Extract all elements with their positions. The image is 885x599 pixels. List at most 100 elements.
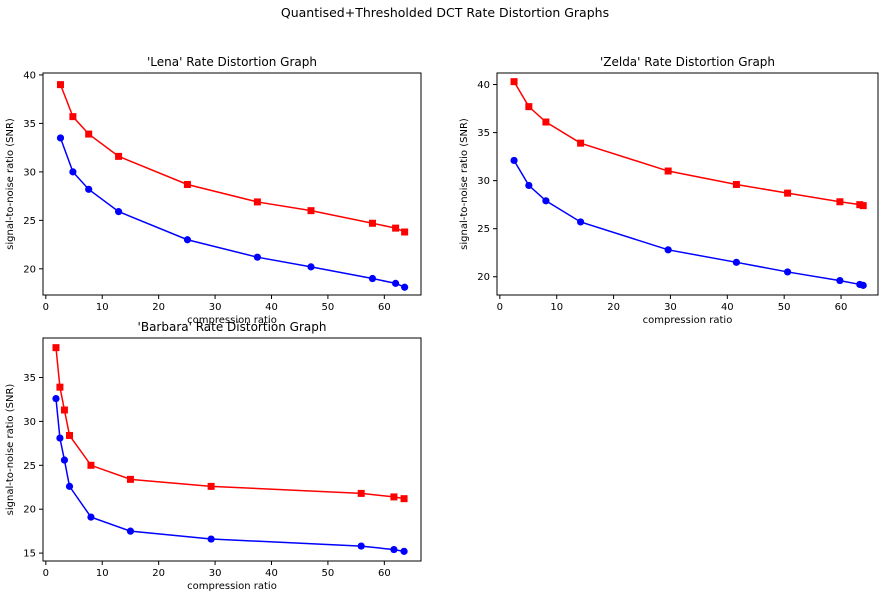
- x-tick-label: 40: [721, 302, 734, 313]
- data-point-square: [401, 228, 409, 236]
- data-point-square: [207, 482, 215, 490]
- data-point-circle: [664, 246, 672, 254]
- data-point-circle: [69, 168, 77, 176]
- y-tick-label: 30: [23, 167, 36, 178]
- data-point-square: [664, 167, 672, 175]
- data-point-square: [115, 152, 123, 160]
- subplot-title: 'Lena' Rate Distortion Graph: [147, 55, 317, 69]
- y-tick-label: 30: [23, 417, 36, 428]
- y-tick-label: 40: [477, 80, 490, 91]
- subplot-1: 'Zelda' Rate Distortion Graph 0 10 20 30 40 50…: [459, 55, 879, 326]
- x-tick-label: 50: [322, 568, 335, 579]
- data-point-circle: [390, 545, 398, 554]
- y-tick-label: 25: [23, 216, 36, 227]
- data-point-circle: [87, 513, 95, 521]
- data-point-circle: [392, 279, 400, 287]
- x-axis-label: compression ratio: [187, 581, 277, 592]
- subplots-group: 'Lena' Rate Distortion Graph 0 10 20 30 40 50 6…: [5, 55, 879, 592]
- data-point-circle: [400, 547, 408, 555]
- data-point-square: [510, 78, 518, 86]
- data-point-square: [357, 489, 365, 497]
- subplot-title: 'Zelda' Rate Distortion Graph: [600, 55, 775, 69]
- data-point-circle: [368, 274, 377, 283]
- data-point-circle: [510, 156, 518, 165]
- data-point-square: [392, 224, 400, 232]
- data-point-square: [368, 219, 376, 227]
- x-tick-label: 10: [550, 302, 563, 313]
- data-point-circle: [307, 263, 315, 271]
- y-tick-label: 25: [23, 461, 36, 472]
- x-tick-label: 30: [209, 568, 222, 579]
- data-point-circle: [52, 394, 60, 403]
- data-point-square: [56, 383, 64, 391]
- x-tick-label: 20: [152, 568, 165, 579]
- x-tick-label: 60: [835, 302, 848, 313]
- data-point-circle: [115, 208, 123, 216]
- x-tick-label: 40: [265, 568, 278, 579]
- x-tick-label: 40: [265, 302, 278, 313]
- data-point-square: [253, 198, 261, 206]
- data-point-circle: [56, 134, 65, 142]
- x-tick-label: 50: [778, 302, 791, 313]
- data-point-circle: [859, 281, 867, 289]
- data-point-circle: [525, 181, 533, 190]
- x-tick-label: 20: [152, 302, 165, 313]
- data-point-square: [87, 461, 95, 469]
- data-point-square: [183, 180, 191, 188]
- data-point-square: [577, 139, 585, 147]
- data-point-square: [85, 130, 93, 138]
- series-line-0: [513, 81, 864, 207]
- data-point-square: [56, 81, 64, 89]
- data-point-square: [400, 495, 408, 503]
- data-point-circle: [542, 197, 550, 205]
- data-point-circle: [56, 434, 64, 442]
- y-tick-label: 20: [477, 272, 490, 283]
- data-point-circle: [732, 258, 741, 266]
- series-line-0: [59, 84, 405, 233]
- x-tick-label: 0: [43, 568, 49, 579]
- data-point-square: [836, 198, 844, 206]
- series-line-1: [513, 160, 864, 287]
- y-tick-label: 35: [477, 128, 490, 139]
- x-axis-label: compression ratio: [187, 315, 277, 326]
- x-tick-label: 10: [96, 568, 109, 579]
- x-axis-label: compression ratio: [643, 315, 733, 326]
- data-point-circle: [401, 283, 409, 291]
- data-point-square: [60, 406, 68, 414]
- y-axis-label: signal-to-noise ratio (SNR): [5, 384, 16, 516]
- axes-frame: [496, 72, 879, 296]
- y-axis-label: signal-to-noise ratio (SNR): [459, 118, 470, 250]
- y-tick-label: 40: [23, 70, 36, 81]
- data-point-square: [390, 493, 398, 501]
- subplot-2: 'Barbara' Rate Distortion Graph 0 10 20 30 40…: [5, 320, 422, 592]
- series-line-1: [59, 137, 405, 288]
- data-point-circle: [576, 218, 585, 226]
- data-point-square: [69, 113, 77, 121]
- data-point-circle: [253, 253, 261, 261]
- axes-frame: [42, 72, 422, 296]
- x-tick-label: 30: [209, 302, 222, 313]
- data-point-square: [126, 475, 134, 483]
- y-tick-label: 30: [477, 176, 490, 187]
- y-tick-label: 20: [23, 505, 36, 516]
- y-tick-label: 15: [23, 549, 36, 560]
- subplot-title: 'Barbara' Rate Distortion Graph: [138, 320, 327, 334]
- x-tick-label: 50: [322, 302, 335, 313]
- data-point-square: [66, 431, 74, 439]
- series-line-0: [55, 347, 405, 500]
- data-point-square: [525, 103, 533, 111]
- data-point-circle: [836, 276, 844, 285]
- data-point-square: [52, 344, 60, 352]
- y-tick-label: 35: [23, 119, 36, 130]
- y-tick-label: 20: [23, 264, 36, 275]
- data-point-square: [307, 207, 315, 215]
- x-tick-label: 10: [96, 302, 109, 313]
- data-point-square: [859, 202, 867, 210]
- x-tick-label: 30: [664, 302, 677, 313]
- data-point-circle: [207, 535, 215, 543]
- figure-suptitle: Quantised+Thresholded DCT Rate Distortio…: [281, 5, 609, 20]
- x-tick-label: 20: [607, 302, 620, 313]
- data-point-square: [542, 118, 550, 126]
- y-tick-label: 25: [477, 224, 490, 235]
